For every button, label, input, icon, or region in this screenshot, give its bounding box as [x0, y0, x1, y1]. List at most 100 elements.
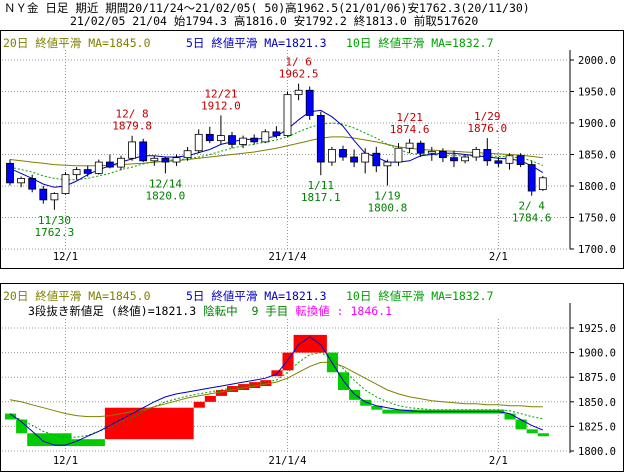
low-label-date: 2/ 4 — [518, 200, 545, 213]
high-label-date: 12/ 8 — [116, 108, 149, 121]
candle-body — [427, 150, 436, 154]
candle-body — [372, 152, 381, 167]
high-label-value: 1876.0 — [467, 122, 507, 135]
ma10-line — [9, 352, 543, 438]
y-tick-label: 1900.0 — [578, 348, 616, 360]
candle-body — [516, 155, 525, 165]
price-brick — [204, 395, 216, 402]
x-tick-label: 21/1/4 — [269, 251, 307, 263]
ma10-line — [9, 122, 543, 181]
price-brick — [371, 405, 383, 410]
candle-body — [538, 177, 547, 190]
low-label-value: 1784.6 — [512, 212, 552, 225]
candle-body — [72, 169, 81, 176]
ma20-line — [9, 361, 543, 418]
candle-body — [61, 174, 70, 194]
candle-body — [461, 156, 470, 162]
candle-body — [205, 133, 214, 142]
low-label-value: 1762.3 — [35, 226, 75, 239]
ma5-line — [9, 109, 544, 188]
price-brick — [349, 389, 361, 400]
low-label-value: 1820.0 — [146, 189, 186, 202]
price-brick — [238, 384, 250, 390]
candle-body — [283, 94, 292, 137]
price-brick — [71, 439, 105, 447]
y-tick-label: 1875.0 — [578, 372, 616, 384]
candle-body — [405, 142, 414, 149]
top-legend-ma20: 20日 終値平滑 MA=1845.0 — [3, 36, 151, 50]
y-tick-label: 1850.0 — [578, 150, 616, 162]
header-line-2: 21/02/05 21/04 始1794.3 高1816.0 安1792.2 終… — [70, 14, 479, 28]
candlestick-chart: 2000.0 1950.0 1900.0 1850.0 1800.0 1750.0 1700… — [2, 50, 616, 263]
candle-body — [183, 150, 192, 159]
price-brick — [504, 413, 516, 420]
candle-body — [394, 147, 403, 163]
candle-body — [339, 149, 347, 158]
candle-body — [228, 135, 236, 145]
new-price-brick-chart: 1925.0 1900.0 1875.0 1850.0 1825.0 1800.0 12/1… — [2, 303, 616, 467]
price-brick — [360, 399, 372, 406]
high-label-value: 1879.8 — [112, 120, 152, 133]
bottom-info-line: 3段抜き新値足 (終値)=1821.3 陰転中 9 手目 転換値 : 1846.… — [28, 305, 392, 318]
top-legend-ma5: 5日 終値平滑 MA=1821.3 — [186, 36, 327, 50]
bottom-legend-ma5: 5日 終値平滑 MA=1821.3 — [186, 289, 327, 303]
candle-body — [250, 137, 259, 143]
high-label-value: 1912.0 — [201, 99, 241, 112]
ma5-line — [9, 336, 543, 446]
high-label-value: 1874.6 — [390, 123, 430, 136]
candle-body — [261, 131, 270, 143]
info-trend: 陰転中 — [203, 304, 238, 318]
candle-body — [450, 157, 458, 162]
x-tick-label: 12/1 — [53, 455, 78, 467]
high-label-date: 1/29 — [474, 110, 501, 123]
header-line-1: ＮＹ金 日足 期近 期間20/11/24～21/02/05( 50)高1962.… — [4, 1, 530, 15]
high-label-date: 12/21 — [204, 87, 237, 100]
candle-body — [361, 152, 370, 163]
y-tick-label: 1825.0 — [578, 421, 616, 433]
candle-body — [505, 155, 514, 164]
info-reversal: 転換値 : 1846.1 — [295, 304, 393, 318]
bottom-legend-ma20: 20日 終値平滑 MA=1845.0 — [3, 289, 151, 303]
candle-body — [472, 149, 481, 158]
price-brick — [293, 334, 327, 353]
price-brick — [27, 433, 72, 447]
y-tick-label: 2000.0 — [578, 55, 616, 67]
y-tick-label: 1800.0 — [578, 181, 616, 193]
ma20-line — [9, 136, 543, 167]
y-tick-label: 1700.0 — [578, 244, 616, 256]
x-tick-label: 2/1 — [489, 455, 508, 467]
candle-body — [94, 161, 103, 174]
price-brick — [249, 382, 261, 389]
candle-body — [350, 156, 359, 163]
candle-body — [139, 141, 148, 162]
high-label-date: 1/ 6 — [285, 56, 312, 69]
candle-body — [172, 157, 181, 163]
candle-body — [294, 89, 303, 96]
low-label-value: 1817.1 — [301, 191, 341, 204]
price-brick — [227, 386, 239, 392]
candle-body — [194, 133, 203, 152]
price-brick — [526, 429, 538, 434]
low-label-date: 12/14 — [149, 177, 182, 190]
candle-body — [117, 157, 125, 168]
low-label-date: 11/30 — [38, 214, 71, 227]
candle-body — [83, 169, 92, 174]
price-brick — [5, 413, 17, 420]
candle-body — [527, 164, 536, 192]
price-brick — [193, 401, 205, 408]
low-label-value: 1800.8 — [368, 201, 408, 214]
candle-body — [327, 149, 336, 163]
candle-body — [438, 150, 447, 159]
candle-body — [416, 142, 425, 154]
info-brick-type: 3段抜き新値足 (終値)=1821.3 — [28, 304, 204, 318]
candle-body — [272, 131, 281, 136]
y-tick-label: 1850.0 — [578, 397, 616, 409]
high-label-value: 1962.5 — [279, 68, 319, 81]
candle-body — [17, 178, 26, 184]
top-legend-ma10: 10日 終値平滑 MA=1832.7 — [346, 36, 494, 50]
candle-body — [50, 193, 59, 201]
price-brick — [104, 407, 194, 440]
candle-body — [483, 149, 492, 162]
candle-body — [39, 188, 48, 201]
y-tick-label: 1950.0 — [578, 87, 616, 99]
